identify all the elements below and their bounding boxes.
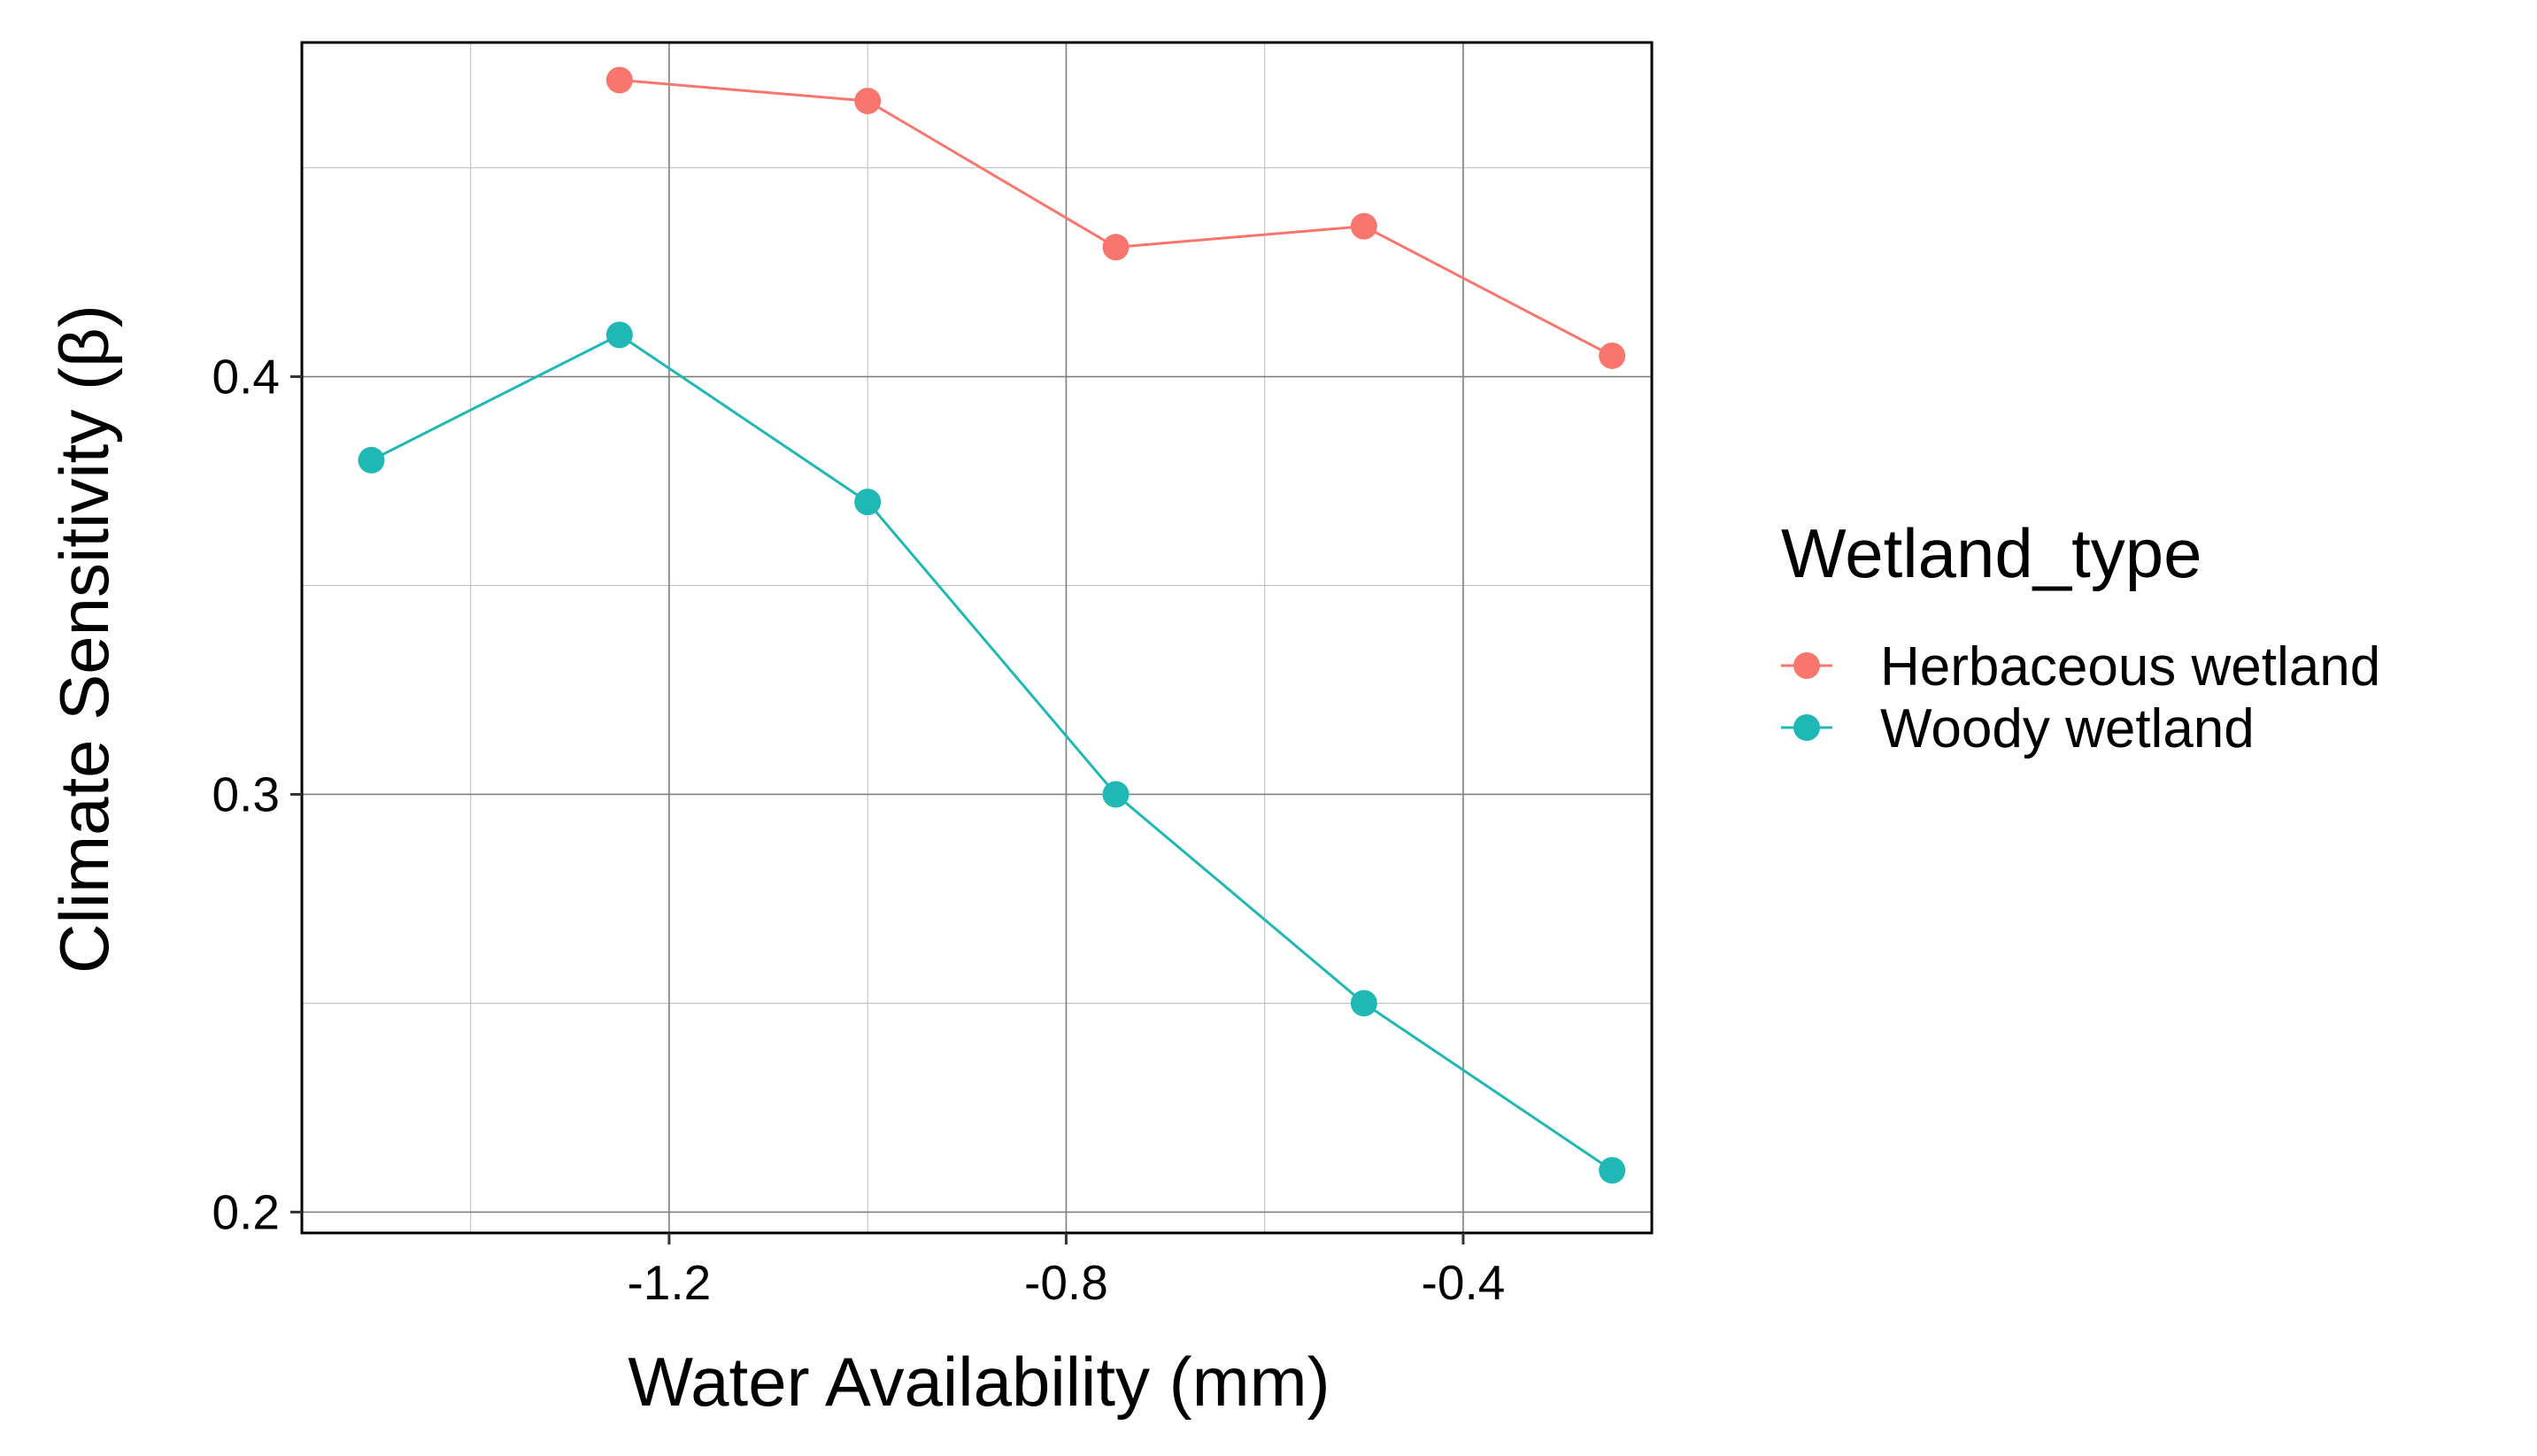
data-point — [358, 446, 385, 474]
data-point — [1599, 1157, 1626, 1184]
x-axis-title: Water Availability (mm) — [628, 1343, 1330, 1421]
major-gridlines — [302, 42, 1652, 1233]
x-tick-label: -0.4 — [1422, 1255, 1506, 1310]
series-0 — [605, 66, 1626, 369]
series-line — [370, 333, 1613, 1172]
y-tick-label: 0.2 — [212, 1184, 280, 1239]
legend-label: Herbaceous wetland — [1880, 636, 2380, 697]
legend-item: Herbaceous wetland — [1781, 636, 2380, 697]
legend-title: Wetland_type — [1781, 514, 2202, 592]
x-tick-label: -0.8 — [1024, 1255, 1108, 1310]
x-tick-label: -1.2 — [627, 1255, 711, 1310]
y-tick-label: 0.4 — [212, 350, 280, 404]
data-point — [1599, 342, 1626, 369]
legend-label: Woody wetland — [1880, 698, 2255, 759]
data-point — [854, 489, 882, 516]
y-axis: 0.2 0.3 0.4 — [212, 350, 302, 1239]
y-axis-title: Climate Sensitivity (β) — [45, 304, 123, 974]
data-point — [854, 88, 882, 115]
legend-key-point — [1793, 714, 1820, 741]
data-point — [605, 66, 633, 94]
legend-item: Woody wetland — [1781, 698, 2255, 759]
series-layer — [358, 66, 1626, 1184]
x-axis: -1.2 -0.8 -0.4 — [627, 1233, 1505, 1310]
data-point — [1350, 990, 1377, 1017]
data-point — [1350, 212, 1377, 240]
legend-key-point — [1793, 652, 1820, 679]
minor-gridlines — [302, 42, 1652, 1233]
data-point — [1102, 781, 1130, 808]
data-point — [605, 321, 633, 349]
series-1 — [358, 321, 1626, 1184]
data-point — [1102, 234, 1130, 261]
y-tick-label: 0.3 — [212, 767, 280, 821]
plot-panel-border — [300, 41, 1654, 1235]
